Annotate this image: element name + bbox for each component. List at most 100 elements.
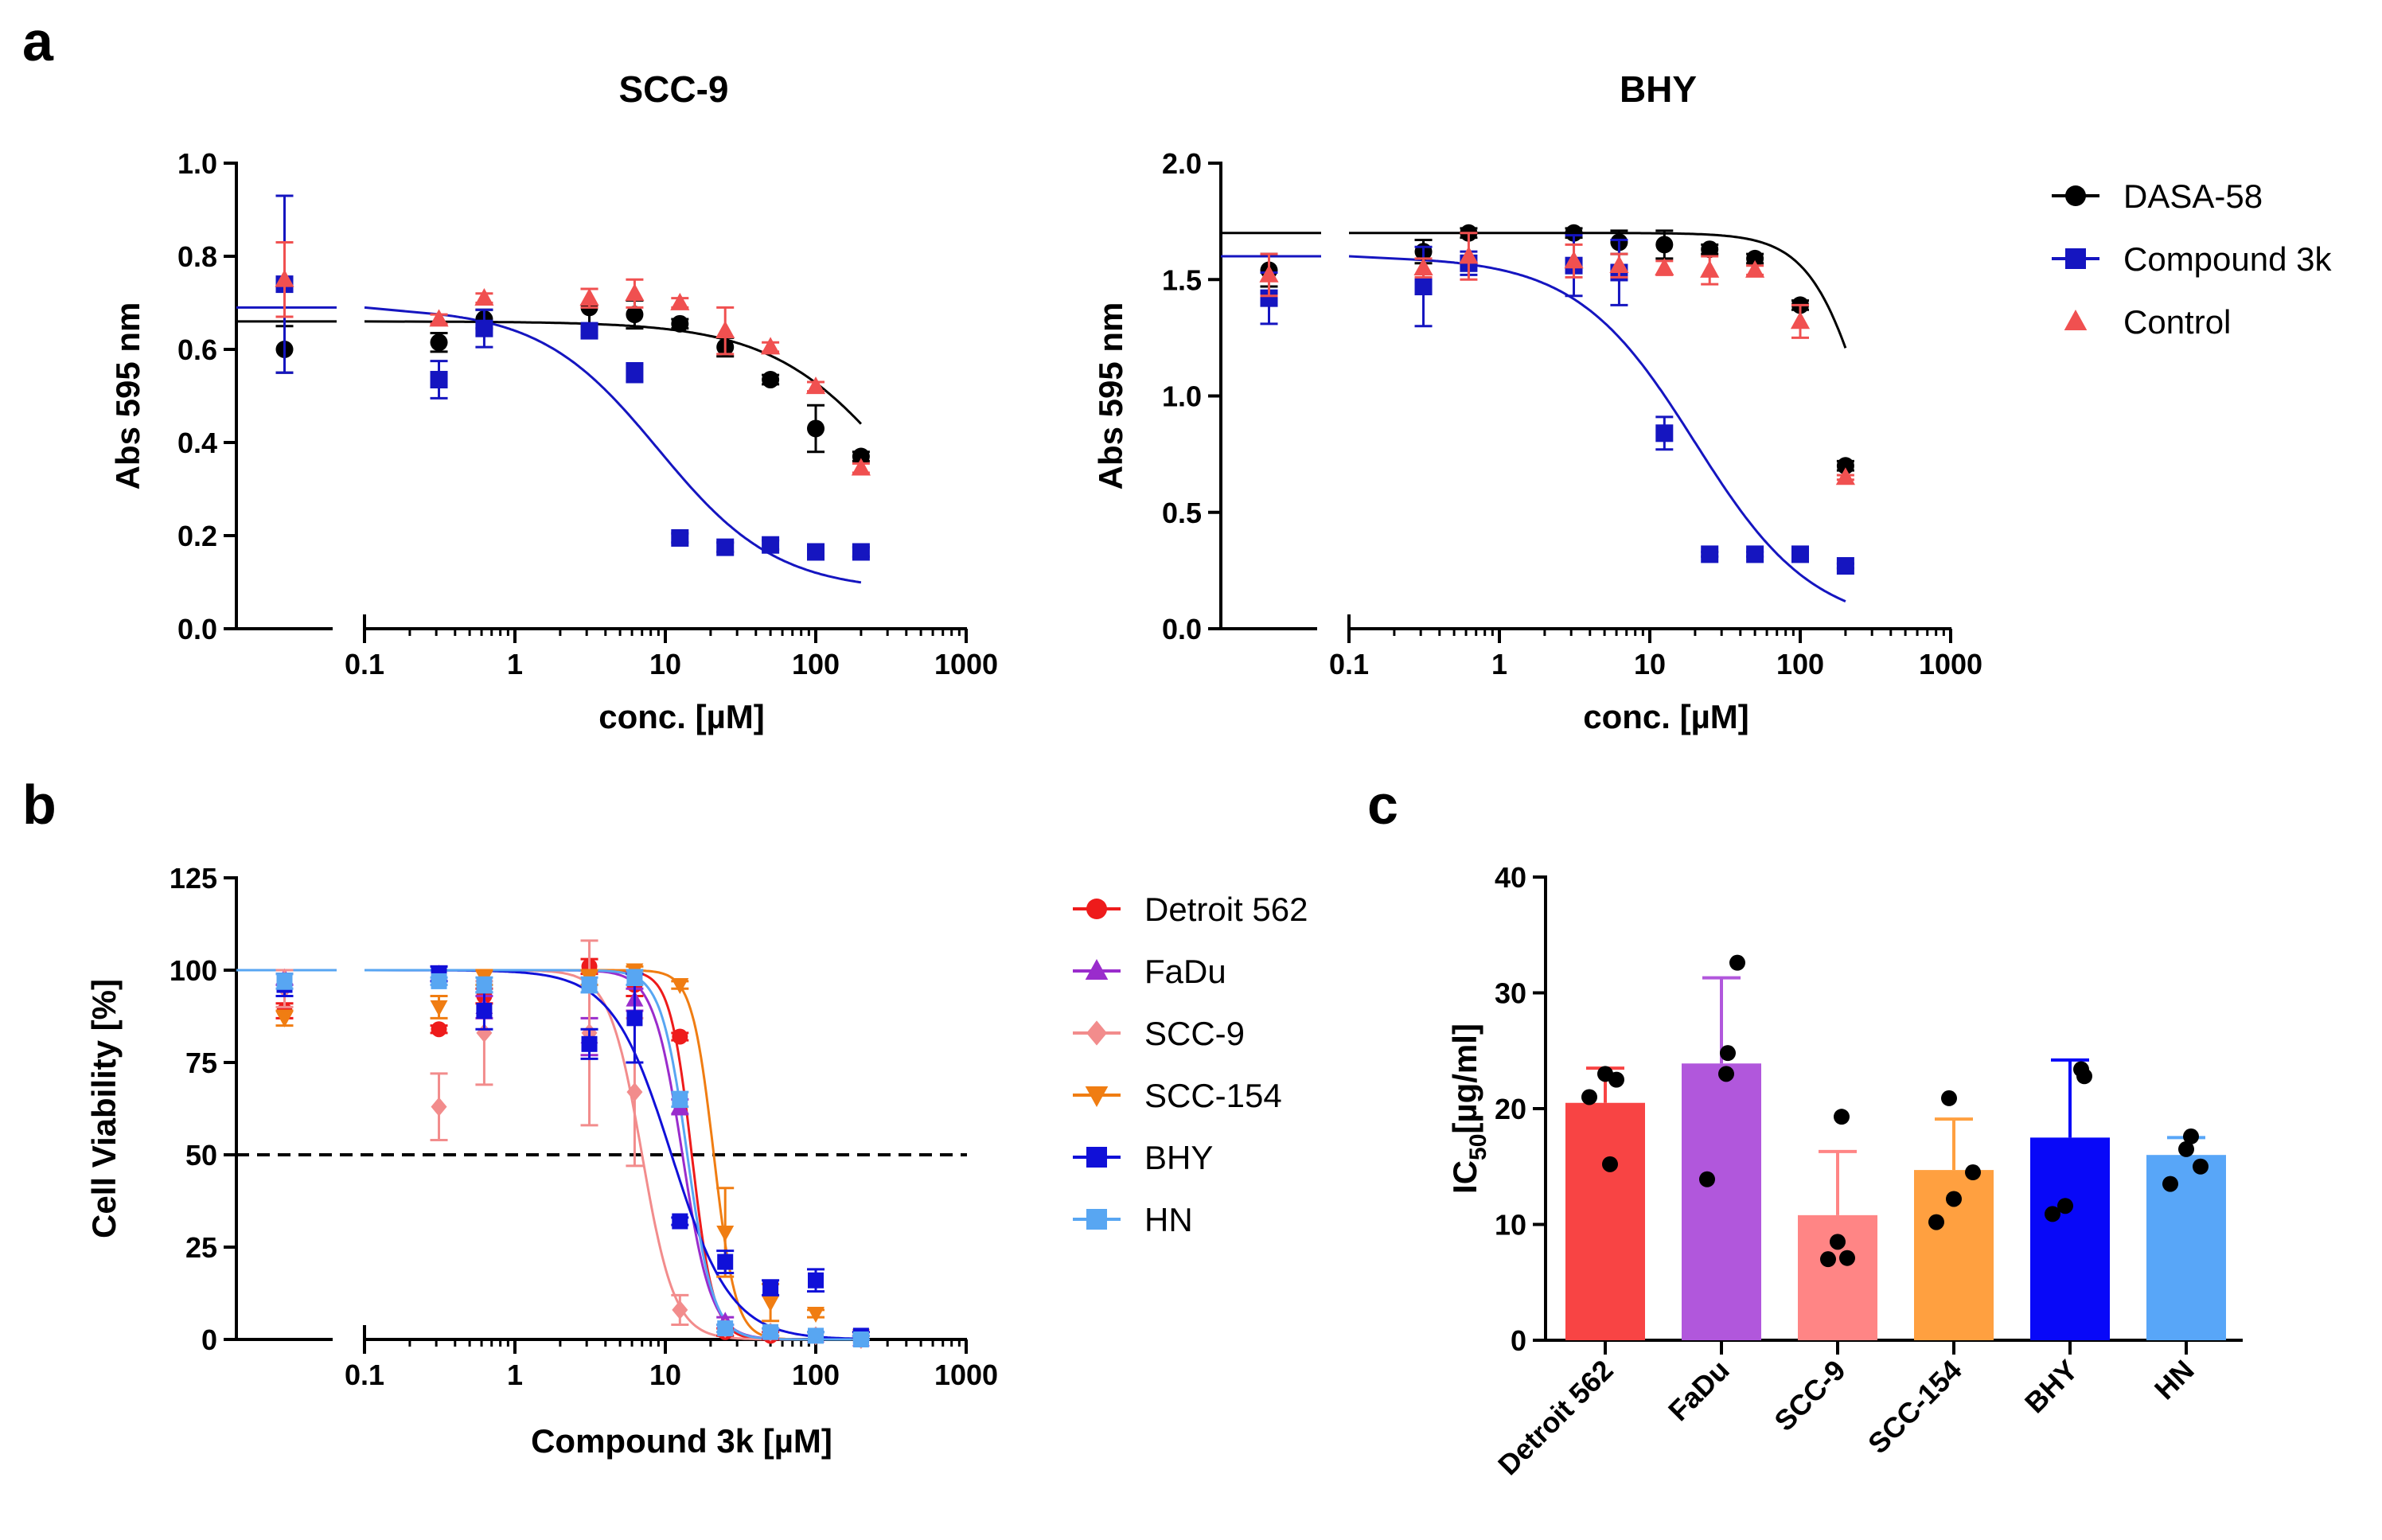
data-point-hn — [672, 1091, 688, 1108]
data-point-control — [1790, 311, 1811, 329]
data-point-control — [805, 376, 826, 395]
control-point-compound-3k — [1260, 289, 1278, 307]
data-point-control — [429, 309, 449, 327]
legend-panel-a: DASA-58 Compound 3k Control — [2052, 177, 2332, 341]
replicate-point-scc-9 — [1834, 1109, 1850, 1125]
data-point-scc-9 — [626, 1082, 643, 1102]
data-point-control — [715, 320, 735, 338]
legend-marker-control — [2064, 310, 2088, 331]
bar-bhy — [2030, 1137, 2110, 1340]
fit-lead-compound-3k — [1348, 255, 1424, 262]
data-point-compound-3k — [475, 319, 493, 337]
replicate-point-fadu — [1718, 1066, 1734, 1082]
data-point-control — [1413, 257, 1433, 275]
y-axis-title-main: IC — [1446, 1160, 1483, 1194]
x-tick-label-bhy: BHY — [2018, 1354, 2084, 1420]
control-point-control — [275, 269, 294, 287]
data-point-compound-3k — [671, 528, 689, 547]
data-point-control — [1745, 259, 1765, 278]
y-tick-label: 50 — [185, 1139, 217, 1172]
data-point-bhy — [581, 1035, 598, 1052]
x-tick-label: 100 — [792, 1359, 840, 1391]
replicate-point-fadu — [1729, 954, 1745, 971]
legend-label-bhy: BHY — [1144, 1139, 1213, 1176]
x-tick-label: 100 — [1776, 648, 1824, 680]
replicate-point-hn — [2162, 1175, 2178, 1192]
x-tick-label: 0.1 — [345, 1359, 384, 1391]
data-point-scc-9 — [672, 1300, 688, 1320]
legend-label-scc-9: SCC-9 — [1144, 1015, 1245, 1052]
y-axis-title-sub: 50 — [1465, 1134, 1491, 1160]
data-point-compound-3k — [626, 364, 644, 382]
data-point-dasa-58 — [626, 306, 644, 324]
control-point-control — [1259, 264, 1279, 283]
fit-curve-bhy — [439, 969, 861, 1340]
replicate-point-bhy — [2073, 1061, 2089, 1078]
replicate-point-detroit-562 — [1581, 1089, 1597, 1105]
data-point-hn — [431, 973, 447, 989]
data-point-hn — [581, 977, 598, 993]
x-tick-label-scc-9: SCC-9 — [1768, 1354, 1851, 1437]
data-point-compound-3k — [430, 371, 448, 389]
data-point-detroit-562 — [672, 1028, 688, 1045]
data-point-hn — [476, 977, 493, 993]
panel-label-b: b — [22, 774, 57, 836]
replicate-point-scc-154 — [1941, 1090, 1957, 1106]
data-point-compound-3k — [1836, 557, 1854, 575]
x-tick-label: 10 — [1634, 648, 1666, 680]
legend-label-compound-3k: Compound 3k — [2123, 240, 2332, 278]
y-tick-label: 1.5 — [1162, 263, 1202, 296]
replicate-point-detroit-562 — [1602, 1156, 1618, 1172]
y-tick-label: 0 — [201, 1324, 217, 1356]
y-tick-label: 0.2 — [177, 520, 217, 552]
y-tick-label: 100 — [170, 954, 217, 987]
chart-cell-viability: 0 25 50 75 100 125 Cell Viability [%] 0.1 1 10 100… — [85, 862, 998, 1460]
x-axis-title: conc. [µM] — [598, 698, 765, 735]
fit-curve-compound-3k — [1423, 259, 1846, 602]
data-point-bhy — [626, 1010, 643, 1027]
data-point-compound-3k — [1655, 424, 1674, 443]
y-tick-label: 1.0 — [1162, 380, 1202, 413]
data-point-compound-3k — [762, 536, 780, 554]
legend-label-dasa-58: DASA-58 — [2123, 177, 2263, 215]
data-point-dasa-58 — [430, 333, 448, 352]
data-point-dasa-58 — [1565, 224, 1583, 242]
x-tick-label: 1 — [1491, 648, 1507, 680]
data-point-dasa-58 — [1701, 240, 1719, 259]
y-tick-label: 75 — [185, 1047, 217, 1079]
data-point-dasa-58 — [807, 419, 825, 438]
y-axis-title: Abs 595 nm — [1092, 302, 1129, 490]
x-tick-label: 10 — [649, 648, 681, 680]
data-point-control — [1835, 467, 1855, 485]
data-point-control — [625, 283, 645, 302]
x-tick-label-fadu: FaDu — [1662, 1354, 1736, 1428]
y-tick-label: 30 — [1495, 977, 1526, 1010]
data-point-control — [670, 292, 690, 310]
y-tick-label: 0.0 — [1162, 613, 1202, 645]
replicate-point-scc-9 — [1830, 1234, 1846, 1250]
data-point-compound-3k — [1701, 545, 1719, 563]
y-tick-label: 0 — [1511, 1324, 1526, 1357]
data-point-control — [474, 288, 494, 306]
x-tick-label: 100 — [792, 648, 840, 680]
data-point-compound-3k — [852, 543, 870, 561]
data-point-hn — [762, 1324, 779, 1340]
replicate-point-scc-154 — [1965, 1164, 1981, 1181]
y-tick-label: 25 — [185, 1231, 217, 1264]
data-point-control — [1459, 246, 1479, 264]
legend-marker-scc-9 — [1086, 1020, 1107, 1046]
data-point-compound-3k — [1746, 545, 1764, 563]
legend-label-fadu: FaDu — [1144, 953, 1226, 990]
data-point-control — [1655, 257, 1674, 275]
y-tick-label: 2.0 — [1162, 147, 1202, 180]
data-point-dasa-58 — [1655, 236, 1674, 254]
y-tick-label: 0.5 — [1162, 497, 1202, 529]
data-point-control — [1564, 251, 1584, 269]
panel-label-a: a — [22, 10, 54, 72]
data-point-scc-154 — [762, 1296, 780, 1312]
data-point-scc-154 — [671, 978, 689, 995]
fit-lead-compound-3k — [364, 306, 439, 316]
y-tick-label: 20 — [1495, 1093, 1526, 1125]
x-tick-label: 1 — [507, 1359, 523, 1391]
y-tick-label: 0.0 — [177, 613, 217, 645]
